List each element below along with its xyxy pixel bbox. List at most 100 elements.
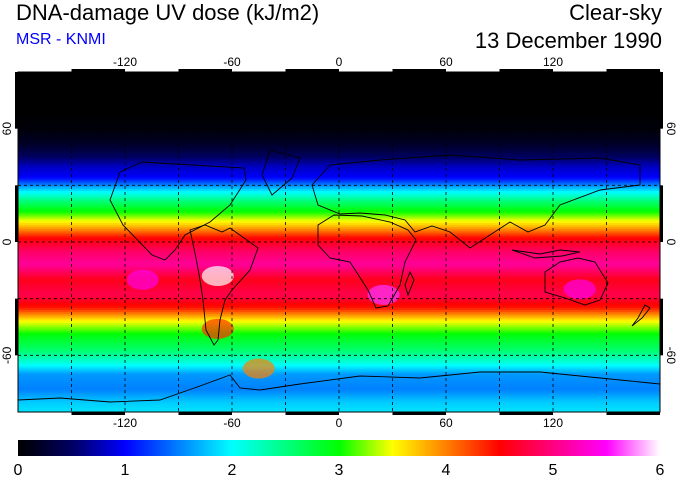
dose-band xyxy=(18,238,660,241)
dose-band xyxy=(18,298,660,302)
dose-band xyxy=(18,75,660,79)
dose-band xyxy=(18,81,660,84)
dose-band xyxy=(18,172,660,175)
dose-band xyxy=(18,92,660,96)
dose-band xyxy=(18,128,660,132)
dose-band xyxy=(18,315,660,319)
dose-band xyxy=(18,141,660,145)
dose-band xyxy=(18,202,660,205)
dose-band xyxy=(18,243,660,247)
dose-band xyxy=(18,87,660,90)
frame-tick xyxy=(660,298,663,356)
dose-band xyxy=(18,362,660,366)
dose-band xyxy=(18,249,660,253)
frame-tick xyxy=(178,412,232,415)
dose-band xyxy=(18,177,660,181)
eurasia-outline xyxy=(311,154,641,249)
south-america-outline xyxy=(189,224,259,346)
greenland-outline xyxy=(261,149,301,196)
frame-tick xyxy=(660,185,663,242)
dose-hotspot-east-pacific xyxy=(126,269,159,290)
coastlines xyxy=(18,149,660,403)
dose-band xyxy=(18,400,660,404)
dose-band xyxy=(18,140,660,143)
dose-band xyxy=(18,296,660,300)
lat-tick-label-left: 0 xyxy=(0,238,14,245)
dose-band xyxy=(18,266,660,270)
frame-ticks xyxy=(15,69,663,415)
dose-band xyxy=(18,340,660,343)
lon-tick-label-bottom: 0 xyxy=(336,416,343,430)
north-america-outline xyxy=(109,161,247,261)
frame-tick xyxy=(285,69,339,72)
dose-band xyxy=(18,134,660,137)
dose-band xyxy=(18,376,660,379)
colorbar-label: 1 xyxy=(121,462,130,479)
map-title: DNA-damage UV dose (kJ/m2) xyxy=(16,0,320,25)
dose-band xyxy=(18,136,660,139)
dose-band xyxy=(18,268,660,271)
frame-tick xyxy=(392,69,446,72)
axis-tick-labels: -120 -120 -60 -60 0 0 60 60 120 120 60 60 0 0 -60 -60 xyxy=(0,55,678,430)
dose-band xyxy=(18,147,660,151)
dose-band xyxy=(18,393,660,396)
frame-tick xyxy=(285,412,339,415)
dose-band xyxy=(18,242,660,245)
sky-condition: Clear-sky xyxy=(569,0,662,25)
dose-band xyxy=(18,406,660,409)
colorbar-label: 0 xyxy=(14,462,23,479)
dose-band xyxy=(18,272,660,275)
dose-band xyxy=(18,189,660,192)
dose-band xyxy=(18,398,660,402)
dose-band xyxy=(18,370,660,373)
colorbar-label: 3 xyxy=(335,462,344,479)
colorbar xyxy=(18,440,660,456)
graticule xyxy=(18,72,660,412)
frame-tick xyxy=(499,412,553,415)
frame-tick xyxy=(15,72,18,129)
source-label: MSR - KNMI xyxy=(16,31,106,48)
frame-tick xyxy=(178,69,232,72)
frame-tick xyxy=(71,69,125,72)
dose-band xyxy=(18,279,660,283)
colorbar-label: 5 xyxy=(549,462,558,479)
frame-tick xyxy=(15,185,18,242)
dose-band xyxy=(18,98,660,101)
dose-band xyxy=(18,332,660,336)
lat-tick-label-left: -60 xyxy=(0,346,14,364)
dose-band xyxy=(18,255,660,258)
dose-hotspot-andes xyxy=(201,266,234,286)
lat-tick-label-right: 0 xyxy=(664,239,678,246)
dose-band xyxy=(18,304,660,307)
new-zealand-outline xyxy=(631,304,651,327)
dose-band xyxy=(18,230,660,234)
dose-band xyxy=(18,153,660,156)
dose-hotspot-australia xyxy=(563,279,596,300)
dose-band xyxy=(18,117,660,120)
lon-tick-label-top: -60 xyxy=(223,55,241,69)
dose-band xyxy=(18,387,660,390)
dose-band xyxy=(18,357,660,360)
dose-band xyxy=(18,100,660,103)
dose-band xyxy=(18,196,660,200)
madagascar-outline xyxy=(404,270,415,297)
dose-band xyxy=(18,274,660,277)
dose-band xyxy=(18,285,660,288)
dose-band xyxy=(18,166,660,169)
dose-band xyxy=(18,208,660,211)
dose-band xyxy=(18,123,660,126)
dose-band xyxy=(18,170,660,173)
dose-band xyxy=(18,310,660,313)
colorbar-label: 4 xyxy=(442,462,451,479)
dose-band xyxy=(18,130,660,134)
dose-band xyxy=(18,334,660,338)
dose-hotspot-patagonia xyxy=(201,318,234,339)
lon-tick-label-bottom: -60 xyxy=(223,416,241,430)
dose-band xyxy=(18,104,660,107)
dose-band xyxy=(18,313,660,317)
dose-band xyxy=(18,321,660,324)
dose-band xyxy=(18,73,660,77)
dose-band xyxy=(18,200,660,203)
dose-band xyxy=(18,302,660,305)
frame-tick xyxy=(15,298,18,356)
